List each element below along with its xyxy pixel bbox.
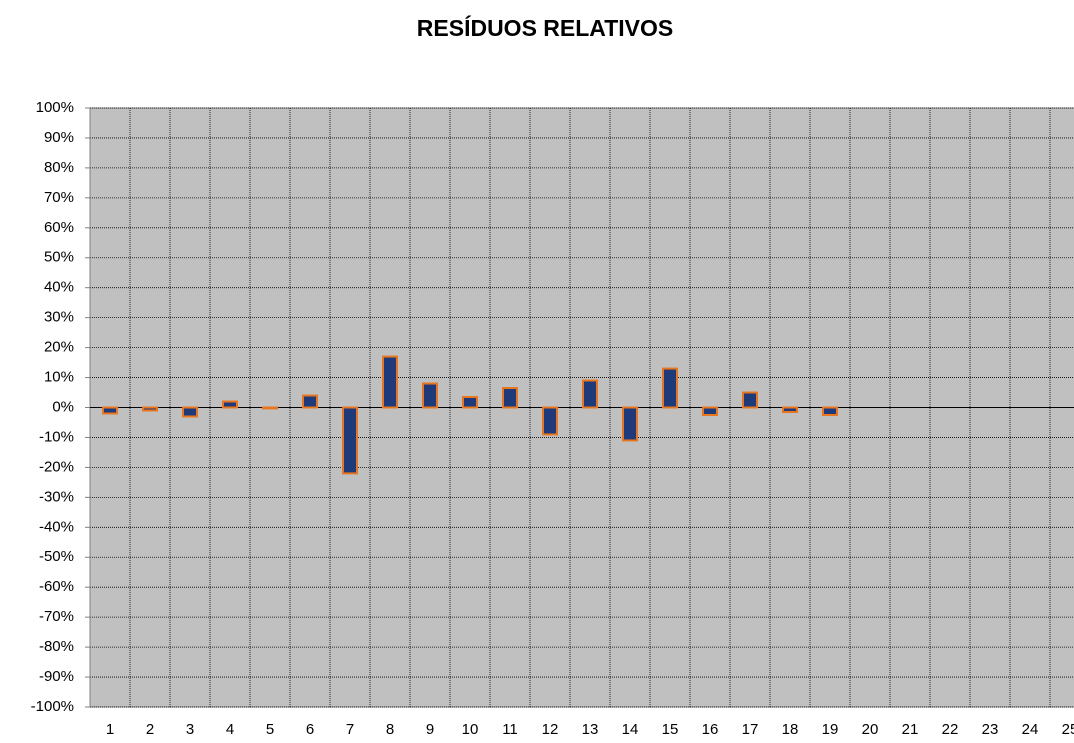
x-tick-label: 9 [426,721,434,738]
x-tick-label: 24 [1022,721,1039,738]
bar [382,355,398,409]
x-tick-label: 1 [106,721,114,738]
x-tick-label: 8 [386,721,394,738]
x-tick-label: 11 [502,721,518,738]
x-tick-label: 3 [186,721,194,738]
x-tick-label: 7 [346,721,354,738]
bar [742,391,758,409]
bar [582,379,598,409]
x-tick-label: 25 [1062,721,1074,738]
y-tick-label: -70% [39,608,74,625]
y-tick-label: -80% [39,638,74,655]
bar [342,406,358,475]
y-tick-label: -40% [39,518,74,535]
x-tick-label: 5 [266,721,274,738]
bar [462,396,478,409]
x-tick-label: 16 [702,721,719,738]
y-tick-label: 70% [44,189,74,206]
x-tick-label: 20 [862,721,879,738]
x-tick-label: 18 [782,721,799,738]
bar [662,367,678,409]
y-tick-label: 30% [44,309,74,326]
y-tick-label: -60% [39,578,74,595]
bar [262,406,278,410]
x-tick-label: 22 [942,721,959,738]
bar [142,406,158,412]
y-tick-label: 40% [44,279,74,296]
x-tick-label: 2 [146,721,154,738]
y-tick-label: 0% [52,398,74,415]
bar [622,406,638,442]
y-tick-label: 90% [44,129,74,146]
bar [182,406,198,418]
bar [502,387,518,409]
y-tick-label: -100% [31,698,74,715]
bar [102,406,118,415]
y-tick-label: -10% [39,428,74,445]
y-tick-label: 100% [36,99,74,116]
x-tick-label: 6 [306,721,314,738]
x-tick-label: 10 [462,721,479,738]
bar [222,400,238,409]
x-tick-label: 19 [822,721,839,738]
y-tick-label: -20% [39,458,74,475]
y-tick-label: 80% [44,159,74,176]
y-tick-label: 20% [44,339,74,356]
y-tick-label: 50% [44,249,74,266]
bar [542,406,558,436]
y-tick-label: 10% [44,369,74,386]
x-tick-label: 15 [662,721,679,738]
y-tick-label: -90% [39,668,74,685]
x-tick-label: 4 [226,721,234,738]
bar [702,406,718,416]
y-tick-label: -30% [39,488,74,505]
x-tick-label: 12 [542,721,559,738]
x-tick-label: 13 [582,721,599,738]
x-tick-label: 23 [982,721,999,738]
bar [822,406,838,416]
x-tick-label: 17 [742,721,759,738]
bar [302,394,318,409]
chart-title: RESÍDUOS RELATIVOS [417,14,673,41]
x-tick-label: 14 [622,721,639,738]
y-tick-label: -50% [39,548,74,565]
y-tick-label: 60% [44,219,74,236]
bar [782,406,798,413]
bar [422,382,438,409]
x-tick-label: 21 [902,721,919,738]
